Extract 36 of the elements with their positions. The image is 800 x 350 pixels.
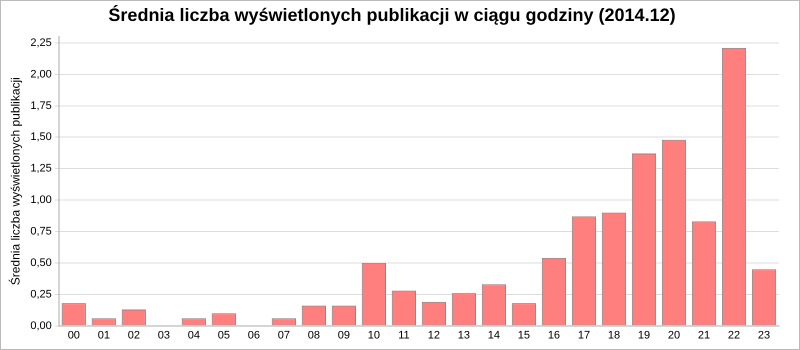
y-tick-label: 2,00 (30, 68, 52, 80)
y-tick-label: 0,00 (30, 320, 52, 332)
x-tick-label: 09 (338, 329, 350, 342)
y-tick-label: 1,50 (30, 131, 52, 144)
x-tick-label: 00 (68, 329, 80, 342)
x-tick-label: 17 (578, 329, 590, 342)
x-tick-label: 04 (188, 329, 200, 342)
y-tick-label: 0,25 (30, 288, 52, 300)
x-tick-label: 18 (608, 329, 620, 342)
chart-title: Średnia liczba wyświetlonych publikacji w ciągu godziny (2014.12) (108, 4, 676, 25)
x-tick-label: 20 (668, 329, 680, 342)
y-tick-label: 2,25 (30, 36, 52, 49)
y-tick-label: 1,75 (30, 100, 52, 112)
x-tick-label: 08 (308, 329, 320, 342)
x-tick-label: 02 (128, 329, 140, 342)
x-tick-label: 06 (248, 329, 260, 342)
x-tick-label: 05 (218, 329, 230, 342)
x-tick-label: 16 (548, 329, 560, 342)
x-tick-label: 12 (428, 329, 440, 342)
x-tick-label: 15 (518, 329, 530, 342)
x-tick-label: 07 (278, 329, 290, 342)
x-tick-label: 11 (398, 329, 410, 342)
y-tick-label: 0,75 (30, 226, 52, 238)
x-tick-label: 13 (458, 329, 470, 342)
x-tick-label: 21 (698, 329, 710, 342)
y-tick-label: 0,50 (30, 256, 52, 269)
x-tick-label: 19 (638, 329, 650, 342)
x-tick-label: 03 (158, 329, 170, 342)
y-axis-title: Średnia liczba wyświetlonych publikacji (8, 77, 23, 286)
y-tick-label: 1,25 (30, 162, 52, 175)
x-tick-label: 10 (368, 329, 380, 342)
y-tick-label: 1,00 (30, 194, 52, 206)
x-tick-label: 23 (758, 329, 770, 342)
x-tick-label: 14 (488, 329, 500, 342)
x-tick-label: 01 (98, 329, 110, 342)
x-tick-label: 22 (728, 329, 740, 342)
